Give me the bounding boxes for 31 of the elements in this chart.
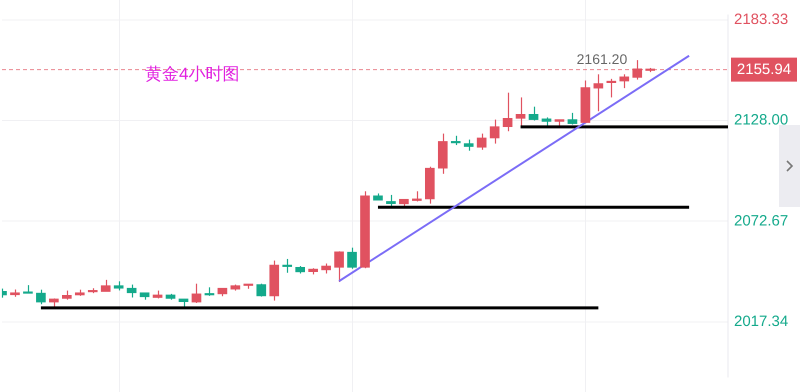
candlestick xyxy=(476,133,487,150)
candlestick xyxy=(334,250,344,283)
candlestick xyxy=(606,78,616,98)
candlestick xyxy=(114,280,124,292)
y-tick-label: 2128.00 xyxy=(734,112,788,129)
candlestick xyxy=(321,262,331,274)
candlestick xyxy=(516,96,526,128)
candlestick xyxy=(386,194,396,207)
candlestick xyxy=(36,289,46,305)
candlestick xyxy=(502,92,512,132)
candlestick xyxy=(256,283,266,298)
y-tick-label: 2072.67 xyxy=(734,212,788,230)
y-tick-label: 2183.33 xyxy=(734,11,788,28)
candlestick xyxy=(528,106,538,122)
candlestick xyxy=(594,74,604,112)
ref-line-label: 2155.94 xyxy=(736,60,792,78)
candlestick xyxy=(490,119,500,144)
candlestick xyxy=(126,284,136,298)
text: 黄金4小时图 xyxy=(145,64,240,84)
candlestick xyxy=(568,112,578,126)
y-tick-label: 2017.34 xyxy=(734,312,788,330)
candlestick xyxy=(100,279,111,292)
candlestick xyxy=(619,74,630,89)
candlestick xyxy=(450,135,461,146)
candlestick xyxy=(412,190,422,202)
candlestick xyxy=(464,139,474,152)
annotation: 2161.20 xyxy=(576,50,628,67)
candlestick xyxy=(282,258,292,274)
candlestick xyxy=(62,290,72,300)
candlestick xyxy=(347,247,357,270)
candlestick xyxy=(192,283,202,304)
